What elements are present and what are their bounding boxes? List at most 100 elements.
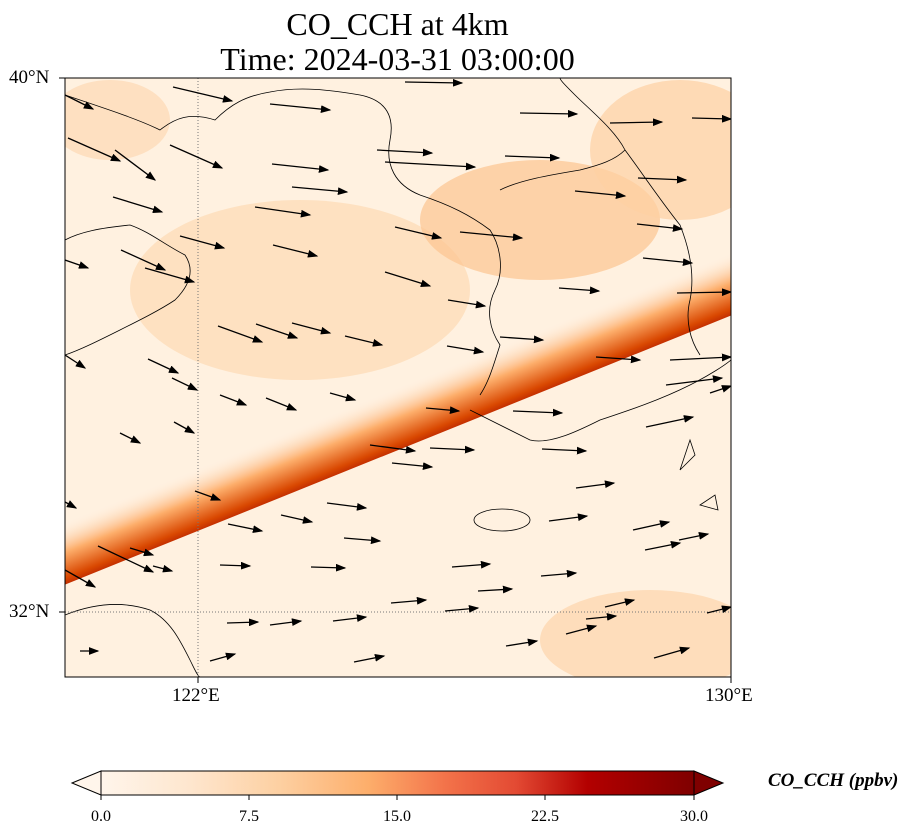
wind-vector-arrow xyxy=(291,186,349,196)
colorbar-extend-low xyxy=(70,770,102,796)
field-blob xyxy=(540,590,731,677)
wind-vector-arrow xyxy=(512,408,564,417)
wind-vector-arrow xyxy=(665,375,724,386)
wind-vector-arrow xyxy=(404,78,464,87)
wind-vector-arrow xyxy=(653,646,691,659)
field-blob xyxy=(590,80,731,220)
wind-vector-arrow xyxy=(519,109,579,118)
wind-vector-arrow xyxy=(390,596,428,605)
wind-vector-arrow xyxy=(271,163,330,173)
wind-vector-arrow xyxy=(384,271,432,288)
wind-vector-arrow xyxy=(332,614,368,622)
wind-vector-arrow xyxy=(227,523,264,533)
wind-vector-arrow xyxy=(504,153,561,162)
wind-vector-arrow xyxy=(585,613,618,621)
wind-vector-arrow xyxy=(604,598,636,608)
wind-vector-arrow xyxy=(217,325,264,343)
wind-vector-arrow xyxy=(343,536,382,545)
lon-tick-label-130: 130°E xyxy=(705,685,753,706)
wind-vector-arrow xyxy=(459,231,524,242)
lat-tick-label-40: 40°N xyxy=(9,67,50,88)
colorbar-tick-4: 30.0 xyxy=(680,808,708,825)
wind-vector-arrow xyxy=(329,392,357,402)
wind-vector-arrow xyxy=(152,564,174,573)
wind-vector-arrow xyxy=(637,175,688,184)
field-blob xyxy=(65,80,170,160)
wind-vector-arrow xyxy=(669,353,731,362)
wind-vector-arrow xyxy=(265,397,298,411)
wind-vector-arrow xyxy=(65,94,95,110)
wind-vector-arrow xyxy=(451,560,492,569)
wind-vector-arrow xyxy=(255,323,299,339)
wind-vector-arrow xyxy=(269,103,332,113)
coastlines xyxy=(65,78,731,677)
wind-vector-arrow xyxy=(144,267,196,284)
colorbar-tick-2: 15.0 xyxy=(383,808,411,825)
lon-tick-label-122: 122°E xyxy=(172,685,220,706)
wind-vector-arrow xyxy=(541,446,588,455)
wind-vector-arrow xyxy=(505,638,539,647)
wind-vector-arrow xyxy=(97,545,155,573)
wind-vector-arrow xyxy=(477,585,514,594)
wind-vector-arrow xyxy=(644,540,682,551)
wind-vector-arrow xyxy=(678,532,710,541)
wind-vector-arrow xyxy=(209,652,237,662)
colorbar xyxy=(70,770,725,800)
wind-vector-arrow xyxy=(499,335,545,344)
wind-vector-arrow xyxy=(119,432,142,444)
wind-vector-arrow xyxy=(226,618,260,627)
colorbar-tick-0: 0.0 xyxy=(91,808,111,825)
wind-vector-arrow xyxy=(636,223,684,232)
wind-vector-arrow xyxy=(595,355,642,364)
wind-vector-arrow xyxy=(120,249,167,271)
wind-vector-arrow xyxy=(344,335,384,347)
wind-vector-arrow xyxy=(676,288,731,297)
wind-vector-arrow xyxy=(425,406,461,415)
colorbar-tick-1: 7.5 xyxy=(239,808,259,825)
wind-vector-arrow xyxy=(565,624,598,635)
wind-vector-arrow xyxy=(171,377,199,391)
wind-vector-arrow xyxy=(645,415,695,428)
wind-vector-arrow xyxy=(310,563,347,572)
wind-vector-arrow xyxy=(254,206,312,218)
wind-vector-arrow xyxy=(540,569,578,578)
wind-vector-arrow xyxy=(280,514,314,524)
lat-tick-label-32: 32°N xyxy=(9,601,50,622)
wind-vector-arrow xyxy=(219,394,248,406)
wind-vectors xyxy=(65,78,731,663)
wind-vector-arrow xyxy=(706,605,731,614)
map-area xyxy=(65,78,731,677)
wind-vector-arrow xyxy=(169,144,224,169)
wind-vector-arrow xyxy=(429,445,476,454)
wind-vector-arrow xyxy=(575,480,616,489)
plot-title-line1: CO_CCH at 4km xyxy=(286,6,509,42)
colorbar-extend-high xyxy=(693,770,725,796)
wind-vector-arrow xyxy=(376,148,434,157)
wind-vector-arrow xyxy=(194,490,222,501)
wind-vector-arrow xyxy=(65,259,90,269)
axis-ticks xyxy=(59,77,732,683)
wind-vector-arrow xyxy=(147,358,180,374)
jeju-island xyxy=(473,508,531,532)
gridlines xyxy=(65,78,731,677)
wind-vector-arrow xyxy=(391,462,434,470)
wind-vector-arrow xyxy=(65,569,97,588)
wind-vector-arrow xyxy=(172,86,234,103)
wind-vector-arrow xyxy=(447,299,487,309)
plot-title-line2: Time: 2024-03-31 03:00:00 xyxy=(220,41,575,77)
wind-vector-arrow xyxy=(394,226,443,240)
wind-vector-arrow xyxy=(691,114,731,123)
wind-vector-arrow xyxy=(709,385,731,394)
wind-vector-arrow xyxy=(114,149,157,181)
wind-vector-arrow xyxy=(609,118,664,127)
wind-vector-arrow xyxy=(65,500,78,509)
wind-vector-arrow xyxy=(179,235,226,250)
wind-vector-arrow xyxy=(353,653,386,663)
wind-vector-arrow xyxy=(326,502,368,511)
wind-vector-arrow xyxy=(67,137,122,162)
wind-vector-arrow xyxy=(369,444,417,454)
map-frame xyxy=(64,77,732,678)
colorbar-tick-3: 22.5 xyxy=(531,808,559,825)
wind-vector-arrow xyxy=(446,345,485,355)
